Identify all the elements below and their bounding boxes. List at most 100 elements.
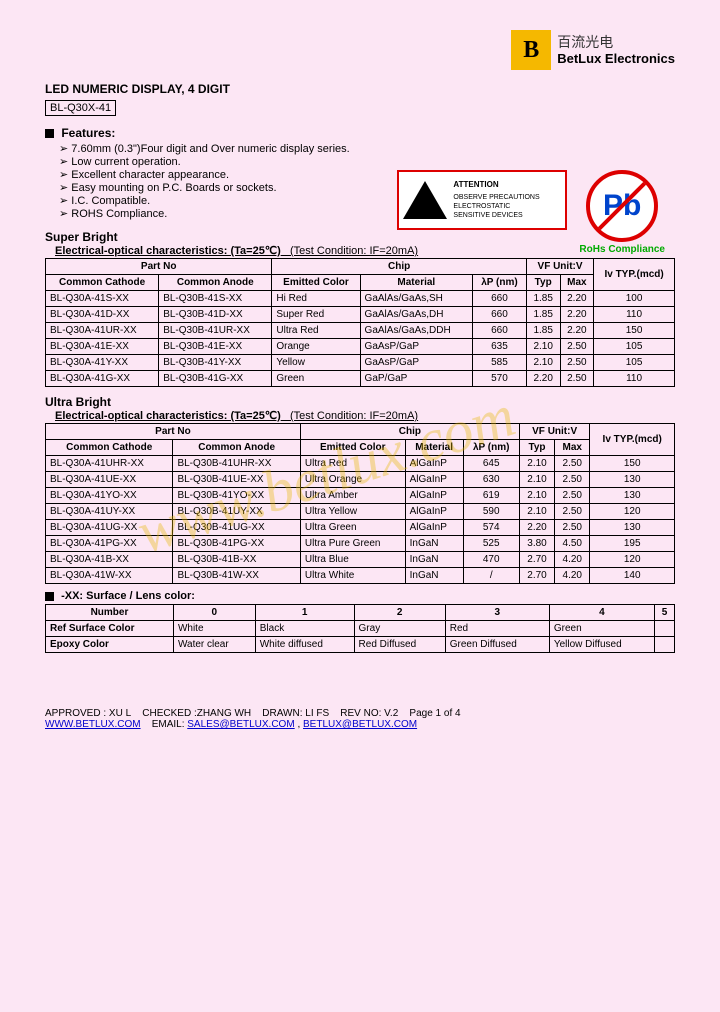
- table-row: Ref Surface ColorWhiteBlackGrayRedGreen: [46, 621, 675, 637]
- cell-ca: BL-Q30B-41W-XX: [173, 568, 300, 584]
- email-label: EMAIL:: [152, 719, 185, 730]
- cell-max: 2.20: [560, 307, 594, 323]
- esd-warning-box: ATTENTION OBSERVE PRECAUTIONS ELECTROSTA…: [397, 170, 567, 230]
- cell-wl: 660: [473, 291, 527, 307]
- cell-cc: BL-Q30A-41UR-XX: [46, 323, 159, 339]
- cell-mat: InGaN: [405, 552, 463, 568]
- logo: B 百流光电 BetLux Electronics: [511, 30, 675, 70]
- cell-ec: Ultra Red: [272, 323, 360, 339]
- cell-iv: 110: [594, 307, 675, 323]
- cell-iv: 195: [590, 536, 675, 552]
- cell-mat: InGaN: [405, 536, 463, 552]
- cell-ca: BL-Q30B-41D-XX: [159, 307, 272, 323]
- lens-cell: Red: [445, 621, 549, 637]
- cell-max: 2.50: [555, 488, 590, 504]
- email-link[interactable]: SALES@BETLUX.COM: [187, 719, 294, 730]
- cell-ca: BL-Q30B-41YO-XX: [173, 488, 300, 504]
- lens-th: 2: [354, 605, 445, 621]
- cell-mat: InGaN: [405, 568, 463, 584]
- ub-subtitle: Electrical-optical characteristics: (Ta=…: [55, 409, 675, 422]
- cell-wl: 590: [463, 504, 519, 520]
- table-row: BL-Q30A-41S-XXBL-Q30B-41S-XXHi RedGaAlAs…: [46, 291, 675, 307]
- rev: REV NO: V.2: [340, 708, 398, 719]
- cell-iv: 150: [594, 323, 675, 339]
- th-chip: Chip: [300, 424, 519, 440]
- logo-cn: 百流光电: [557, 34, 675, 51]
- esd-line: SENSITIVE DEVICES: [453, 211, 539, 220]
- cell-max: 2.50: [560, 355, 594, 371]
- table-row: BL-Q30A-41UG-XXBL-Q30B-41UG-XXUltra Gree…: [46, 520, 675, 536]
- cell-max: 4.50: [555, 536, 590, 552]
- cell-typ: 1.85: [526, 323, 560, 339]
- cell-ec: Super Red: [272, 307, 360, 323]
- cell-ca: BL-Q30B-41E-XX: [159, 339, 272, 355]
- rohs-label: RoHs Compliance: [579, 244, 665, 255]
- lens-table: Number012345 Ref Surface ColorWhiteBlack…: [45, 604, 675, 653]
- email-link[interactable]: BETLUX@BETLUX.COM: [303, 719, 417, 730]
- cell-ec: Ultra Pure Green: [300, 536, 405, 552]
- lens-cell: White: [173, 621, 255, 637]
- cell-ec: Ultra Red: [300, 456, 405, 472]
- cell-typ: 2.70: [519, 552, 554, 568]
- lens-cell: Black: [255, 621, 354, 637]
- cell-iv: 120: [590, 552, 675, 568]
- th-cc: Common Cathode: [46, 440, 173, 456]
- cell-ec: Ultra White: [300, 568, 405, 584]
- cell-iv: 140: [590, 568, 675, 584]
- cell-max: 4.20: [555, 568, 590, 584]
- cell-typ: 2.70: [519, 568, 554, 584]
- table-row: BL-Q30A-41B-XXBL-Q30B-41B-XXUltra BlueIn…: [46, 552, 675, 568]
- cell-iv: 105: [594, 355, 675, 371]
- lens-cell: Gray: [354, 621, 445, 637]
- header: B 百流光电 BetLux Electronics: [45, 30, 675, 70]
- lens-th: 4: [549, 605, 654, 621]
- cell-mat: GaAsP/GaP: [360, 355, 473, 371]
- cell-wl: 630: [463, 472, 519, 488]
- cell-wl: 470: [463, 552, 519, 568]
- cell-typ: 3.80: [519, 536, 554, 552]
- lens-heading: -XX: Surface / Lens color:: [45, 590, 675, 602]
- table-row: Epoxy ColorWater clearWhite diffusedRed …: [46, 637, 675, 653]
- super-bright-table: Part No Chip VF Unit:V Iv TYP.(mcd) Comm…: [45, 258, 675, 387]
- th-wl: λP (nm): [473, 275, 527, 291]
- cell-typ: 2.20: [519, 520, 554, 536]
- lens-cell: Water clear: [173, 637, 255, 653]
- table-row: BL-Q30A-41D-XXBL-Q30B-41D-XXSuper RedGaA…: [46, 307, 675, 323]
- footer: APPROVED : XU L CHECKED :ZHANG WH DRAWN:…: [45, 708, 675, 730]
- cell-mat: AlGaInP: [405, 520, 463, 536]
- lens-row-key: Epoxy Color: [46, 637, 174, 653]
- lens-cell: Yellow Diffused: [549, 637, 654, 653]
- th-mat: Material: [360, 275, 473, 291]
- www-link[interactable]: WWW.BETLUX.COM: [45, 719, 141, 730]
- cell-wl: 635: [473, 339, 527, 355]
- cell-typ: 2.20: [526, 371, 560, 387]
- cell-iv: 150: [590, 456, 675, 472]
- approved: APPROVED : XU L: [45, 708, 131, 719]
- cell-max: 4.20: [555, 552, 590, 568]
- cell-mat: GaAlAs/GaAs,SH: [360, 291, 473, 307]
- cell-ec: Ultra Orange: [300, 472, 405, 488]
- cell-iv: 120: [590, 504, 675, 520]
- page-num: Page 1 of 4: [409, 708, 460, 719]
- cell-ca: BL-Q30B-41G-XX: [159, 371, 272, 387]
- cell-iv: 110: [594, 371, 675, 387]
- rohs-box: Pb RoHs Compliance: [579, 170, 665, 255]
- cell-typ: 1.85: [526, 291, 560, 307]
- lens-th: Number: [46, 605, 174, 621]
- th-cc: Common Cathode: [46, 275, 159, 291]
- table-row: BL-Q30A-41PG-XXBL-Q30B-41PG-XXUltra Pure…: [46, 536, 675, 552]
- cell-cc: BL-Q30A-41UE-XX: [46, 472, 173, 488]
- cell-mat: GaAlAs/GaAs,DH: [360, 307, 473, 323]
- cell-ec: Ultra Yellow: [300, 504, 405, 520]
- table-row: BL-Q30A-41E-XXBL-Q30B-41E-XXOrangeGaAsP/…: [46, 339, 675, 355]
- th-ec: Emitted Color: [272, 275, 360, 291]
- cell-ca: BL-Q30B-41B-XX: [173, 552, 300, 568]
- cell-cc: BL-Q30A-41B-XX: [46, 552, 173, 568]
- cell-ec: Yellow: [272, 355, 360, 371]
- logo-mark-icon: B: [511, 30, 551, 70]
- cell-mat: AlGaInP: [405, 488, 463, 504]
- th-typ: Typ: [519, 440, 554, 456]
- lens-cell: [655, 621, 675, 637]
- cell-max: 2.20: [560, 323, 594, 339]
- cell-max: 2.50: [560, 371, 594, 387]
